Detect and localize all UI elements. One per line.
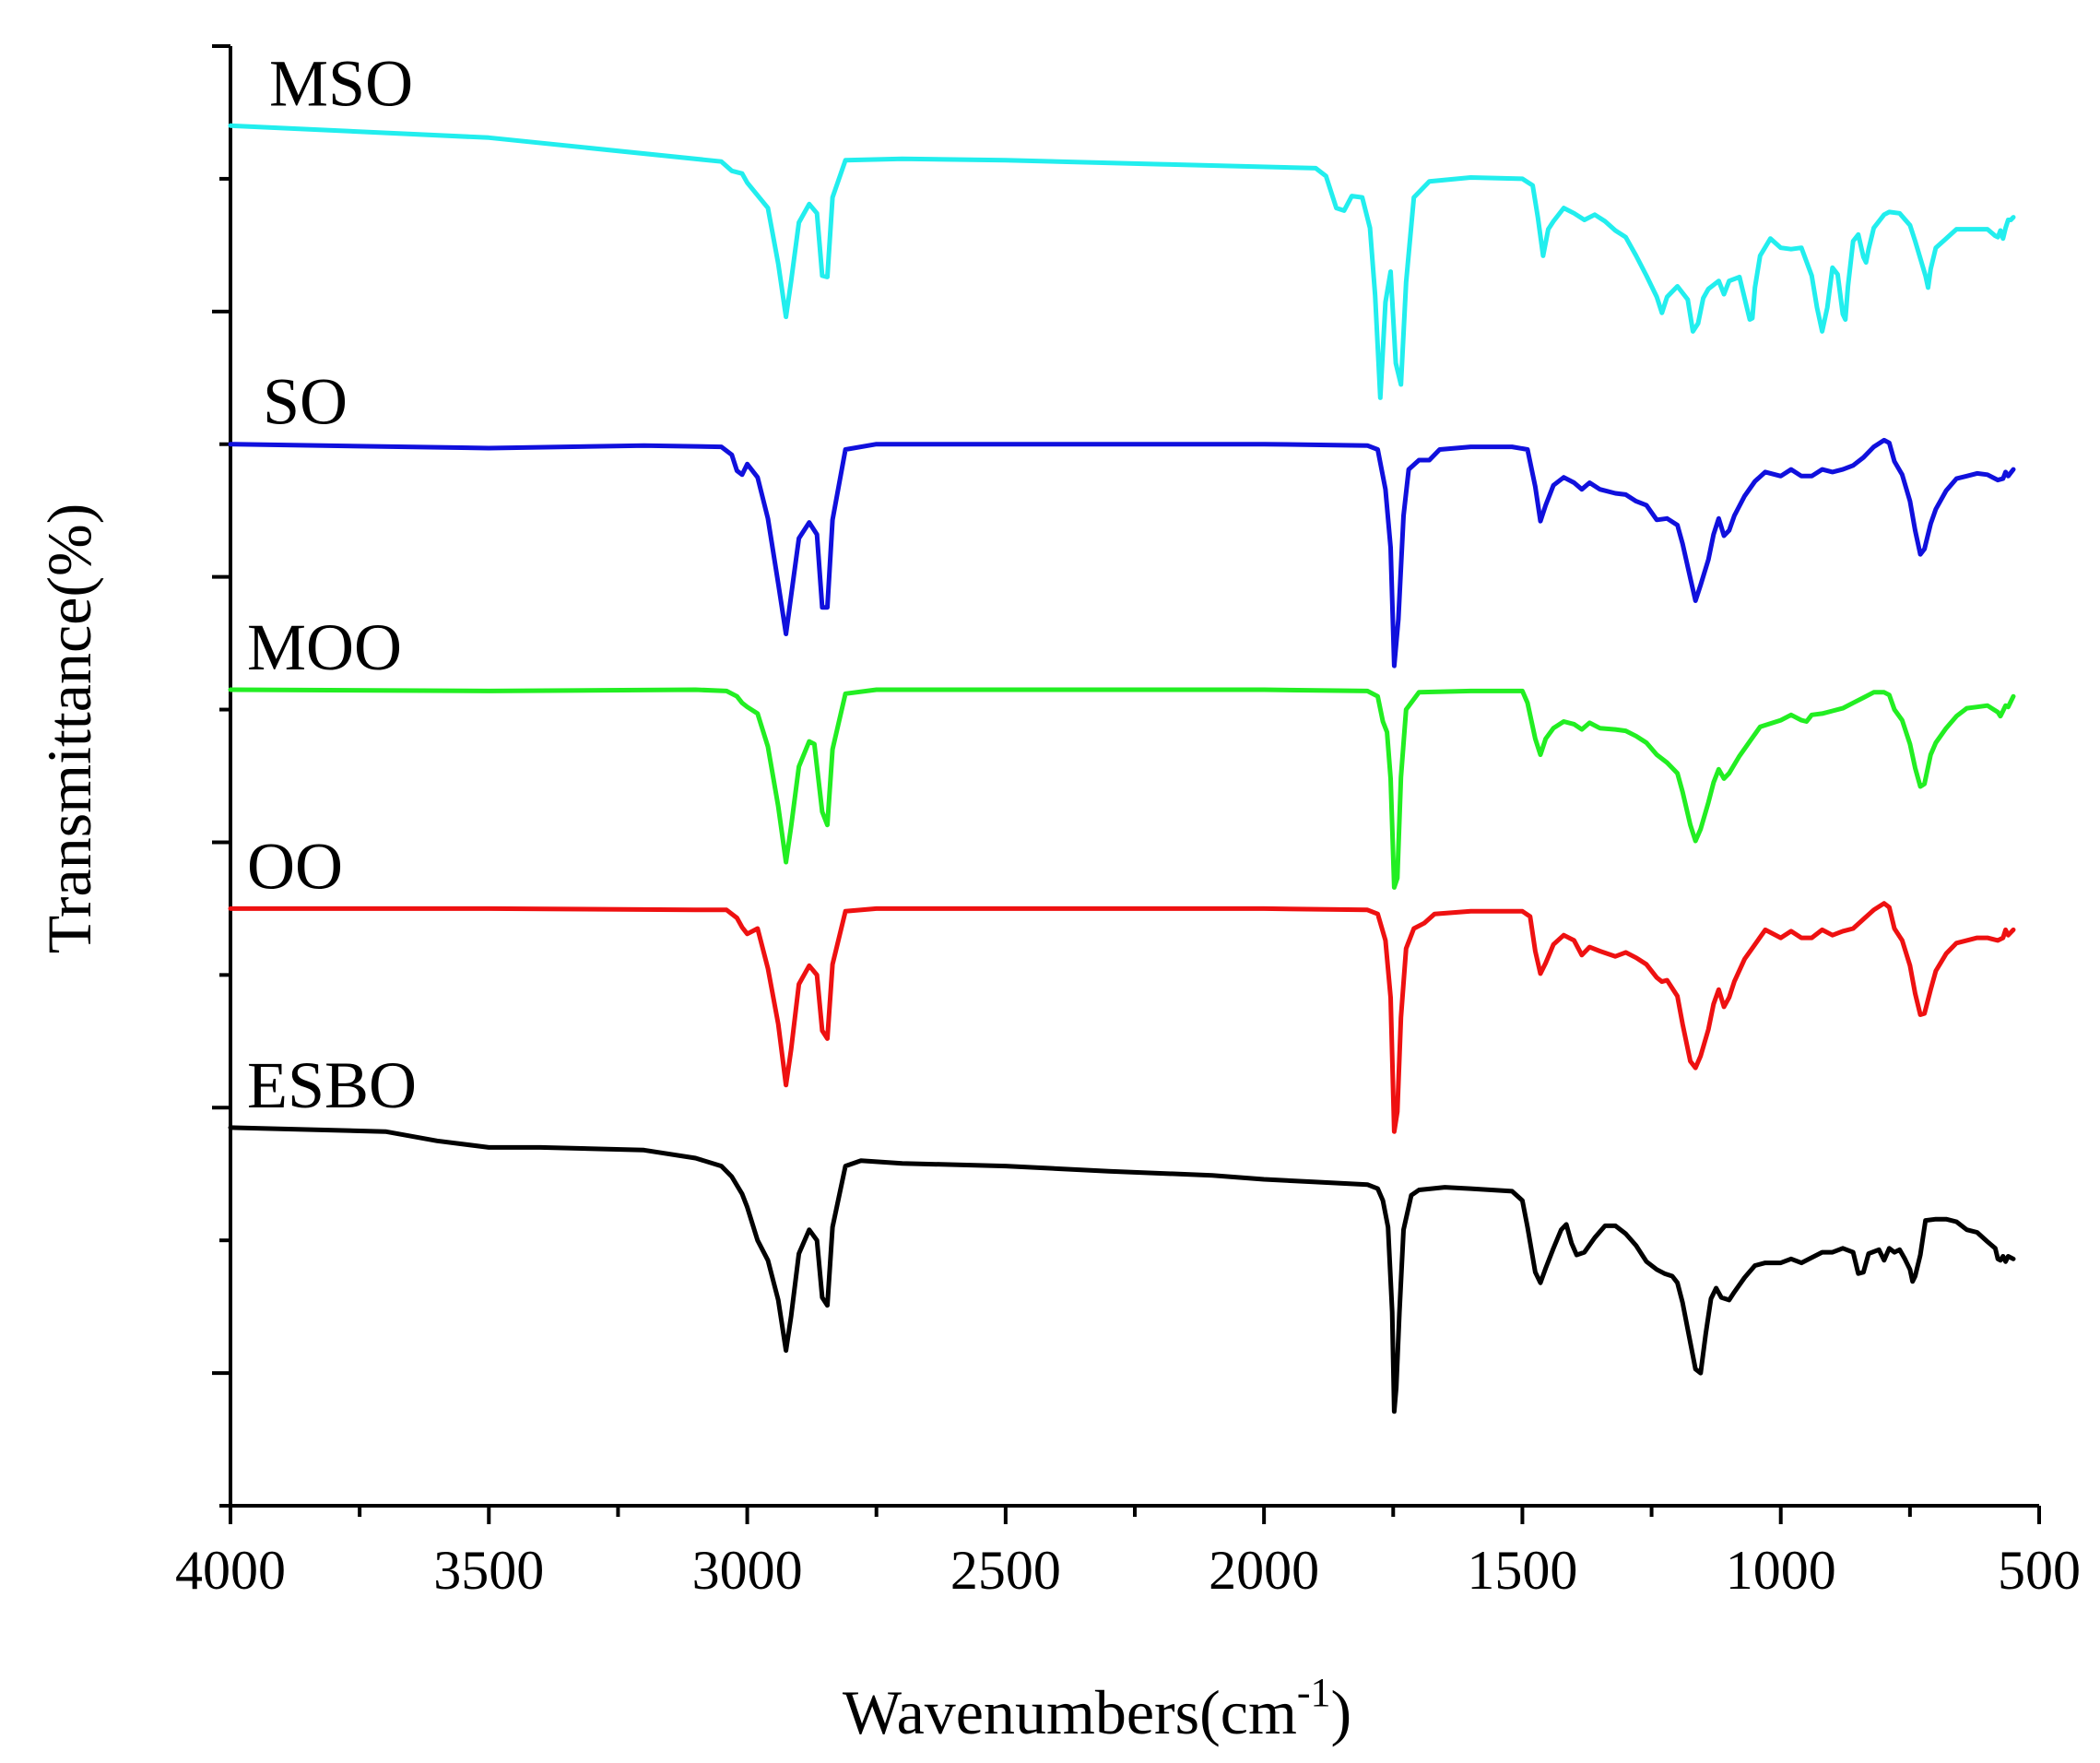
x-tick-label: 3000 <box>692 1540 803 1601</box>
x-tick-label: 3500 <box>433 1540 544 1601</box>
x-tick-label: 1000 <box>1726 1540 1836 1601</box>
series-line-oo <box>228 901 2016 1134</box>
labels-layer: MSO SO MOO OO ESBO <box>247 46 417 1122</box>
series-label-esbo: ESBO <box>247 1048 417 1122</box>
x-axis-label: Wavenumbers(cm-1) <box>843 1670 1351 1747</box>
series-label-so: SO <box>263 365 348 439</box>
x-tick-label: 4000 <box>175 1540 286 1601</box>
x-axis-label-superscript: -1 <box>1297 1670 1331 1715</box>
x-tick-label: 500 <box>1998 1540 2081 1601</box>
series-line-moo <box>228 687 2016 890</box>
x-tick-label: 1500 <box>1467 1540 1577 1601</box>
x-tick-label: 2500 <box>950 1540 1061 1601</box>
x-tick-label: 2000 <box>1209 1540 1319 1601</box>
x-axis-label-close-paren: ) <box>1331 1677 1352 1747</box>
axes: 4000 3500 3000 2500 2000 1500 1000 500 <box>175 44 2081 1601</box>
series-layer <box>228 123 2016 1414</box>
series-label-moo: MOO <box>247 610 402 684</box>
series-line-so <box>228 437 2016 669</box>
series-label-oo: OO <box>247 829 343 903</box>
series-line-mso <box>228 123 2016 400</box>
series-label-mso: MSO <box>269 46 413 120</box>
series-line-esbo <box>228 1125 2016 1414</box>
x-axis-label-text: Wavenumbers(cm <box>843 1677 1297 1747</box>
y-axis-label: Transmittance(%) <box>34 503 104 953</box>
